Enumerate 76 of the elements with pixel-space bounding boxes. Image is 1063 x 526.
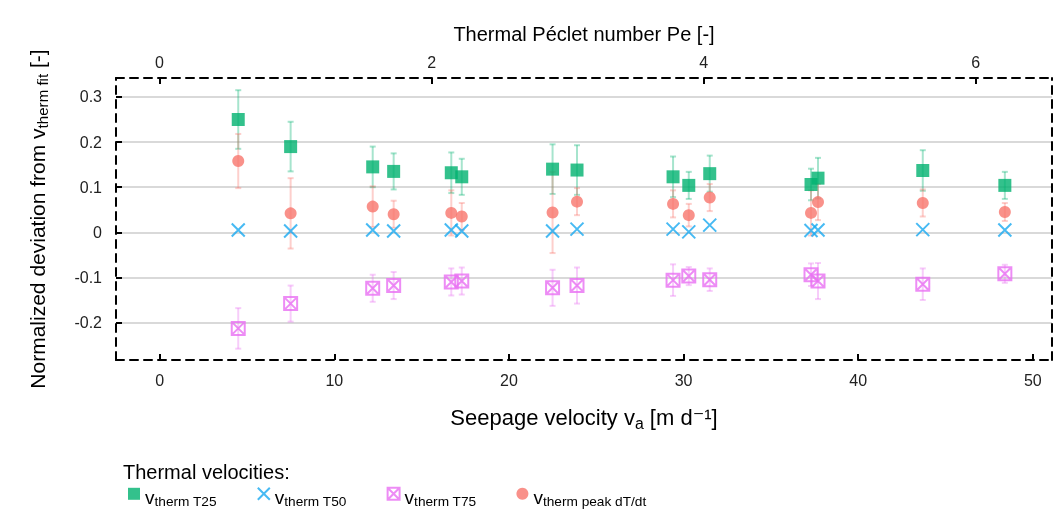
point: [665, 272, 681, 288]
y-tick-label: 0.3: [79, 88, 103, 106]
point: [998, 206, 1011, 218]
x2-axis-title: Thermal Péclet number Pe [-]: [453, 23, 715, 45]
x-tick-label: 10: [325, 371, 344, 389]
point: [570, 163, 584, 177]
point: [998, 178, 1012, 192]
point: [666, 170, 680, 184]
point: [232, 155, 245, 168]
point: [915, 276, 931, 292]
point: [230, 320, 246, 336]
point: [545, 223, 561, 239]
x-tick-label: 50: [1023, 371, 1042, 389]
point: [387, 164, 401, 178]
point: [916, 164, 930, 177]
point: [443, 274, 459, 290]
point: [681, 268, 697, 284]
x-tick-label: 20: [500, 371, 518, 389]
point: [445, 206, 458, 219]
y-tick-label: -0.2: [74, 314, 103, 332]
x-tick-label: 30: [674, 371, 693, 389]
x-tick-label: 0: [155, 371, 165, 389]
point: [365, 222, 381, 238]
point: [454, 223, 470, 239]
point: [803, 267, 819, 283]
point: [386, 278, 402, 294]
point: [366, 200, 379, 213]
point: [546, 206, 559, 219]
point: [443, 222, 459, 238]
point: [703, 167, 717, 181]
x2-tick-label: 2: [427, 53, 437, 71]
point: [231, 113, 245, 127]
y-tick-label: 0.2: [79, 133, 103, 151]
point: [387, 208, 400, 221]
point: [667, 197, 680, 210]
x2-tick-label: 4: [699, 53, 709, 71]
point: [702, 272, 718, 288]
point: [665, 221, 681, 237]
x2-tick-label: 6: [971, 53, 981, 71]
x2-tick-label: 0: [155, 53, 165, 71]
point: [366, 160, 380, 174]
point: [454, 273, 470, 289]
point: [682, 178, 696, 192]
y-tick-label: 0: [93, 223, 103, 241]
x-tick-label: 40: [849, 371, 868, 389]
point: [569, 278, 585, 294]
point: [386, 223, 402, 239]
point: [997, 222, 1013, 238]
point: [805, 206, 818, 219]
point: [455, 210, 468, 223]
legend-title: Thermal velocities:: [123, 461, 290, 483]
point: [681, 224, 697, 240]
point: [810, 222, 826, 238]
point: [682, 209, 695, 222]
point: [916, 196, 929, 209]
point: [915, 222, 931, 238]
point: [284, 207, 297, 220]
point: [283, 223, 299, 239]
point: [571, 195, 584, 208]
point: [365, 280, 381, 296]
point: [455, 170, 469, 184]
point: [545, 280, 561, 296]
point: [546, 162, 560, 176]
point: [997, 266, 1013, 282]
y-tick-label: -0.1: [74, 268, 103, 286]
point: [811, 171, 825, 185]
point: [803, 223, 819, 239]
point: [283, 296, 299, 312]
point: [702, 217, 718, 233]
point: [703, 191, 716, 204]
point: [230, 222, 246, 238]
y-tick-label: 0.1: [79, 178, 103, 196]
y-axis-title: Normalized deviation from vtherm fit [-]: [26, 49, 52, 389]
point: [284, 140, 298, 154]
point: [569, 221, 585, 237]
point: [812, 196, 824, 209]
